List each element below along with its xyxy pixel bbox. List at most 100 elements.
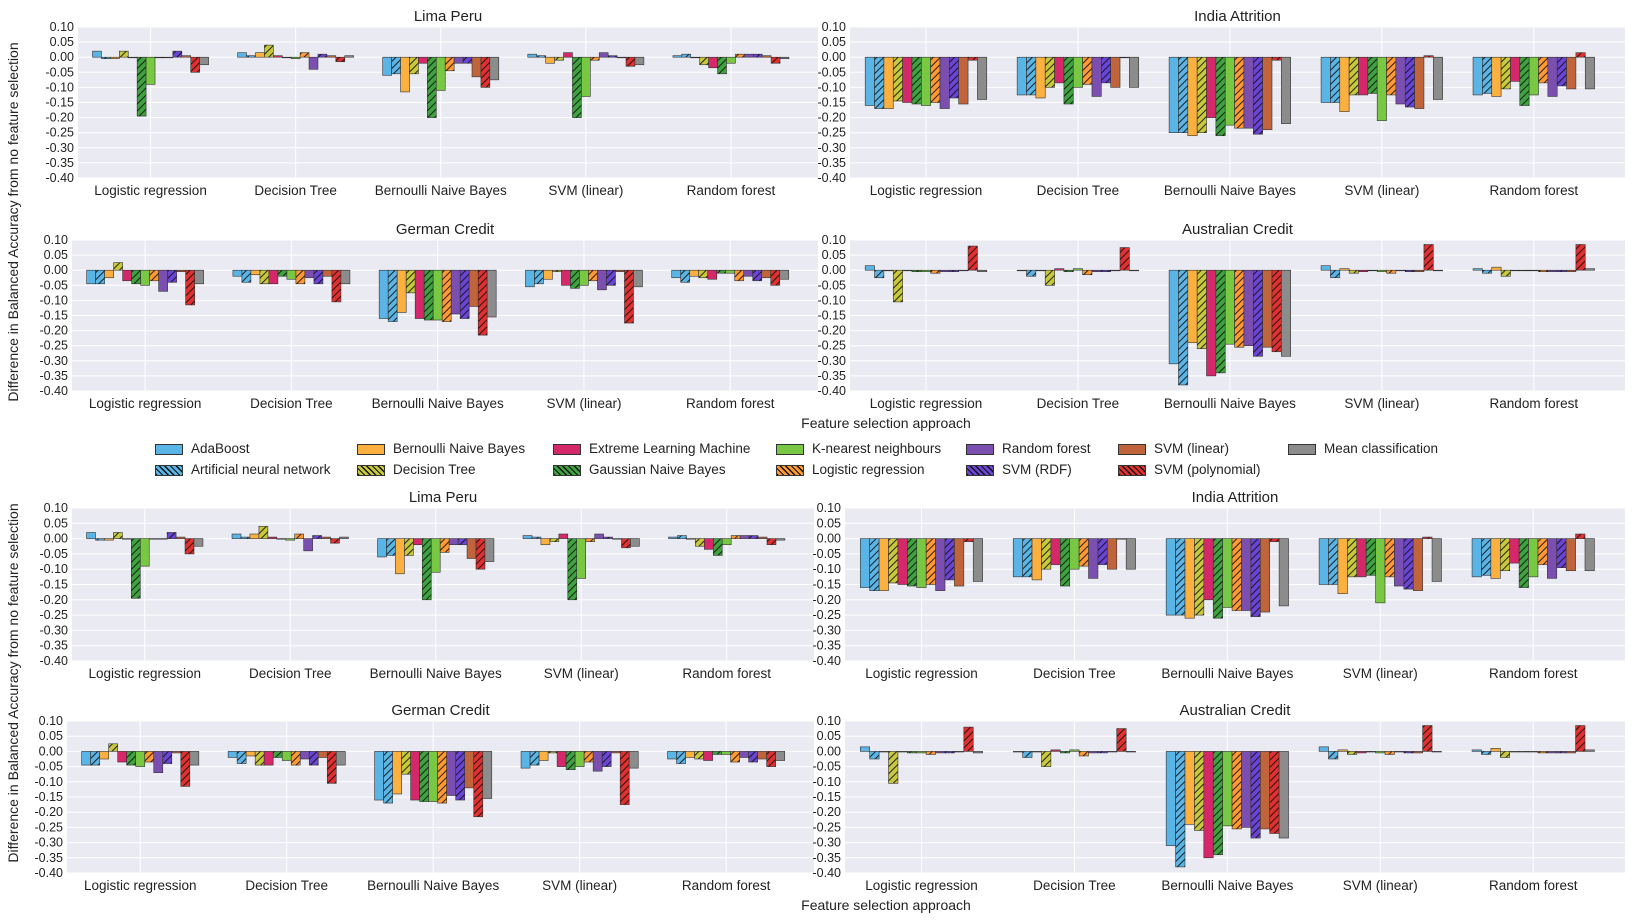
bar-hatch	[730, 751, 740, 763]
x-tick-label: Logistic regression	[870, 396, 983, 411]
y-tick-label: -0.30	[40, 623, 69, 637]
bar-hatch	[588, 270, 598, 281]
x-axis-label-bottom: Feature selection approach	[801, 897, 971, 913]
bar-hatch	[1481, 538, 1491, 576]
bar	[1584, 56, 1595, 90]
bar-hatch	[602, 751, 612, 767]
bar-hatch	[276, 538, 286, 540]
bar-hatch	[1116, 538, 1127, 540]
legend-item: K-nearest neighbours	[776, 442, 941, 456]
bar-hatch	[1079, 751, 1089, 756]
bar	[321, 536, 331, 539]
bar-hatch	[391, 57, 401, 74]
bar-hatch	[1175, 538, 1185, 616]
y-tick-label: -0.10	[35, 775, 64, 789]
bar-hatch	[548, 751, 558, 753]
bar-hatch	[422, 538, 432, 600]
bar	[667, 751, 677, 760]
bar-hatch	[1482, 270, 1492, 274]
legend-swatch	[155, 464, 183, 476]
bar	[1509, 751, 1520, 753]
y-tick-label: -0.25	[813, 608, 842, 622]
bar	[958, 269, 969, 272]
bar	[1206, 269, 1217, 377]
panel-lima-top: 0.100.050.00-0.05-0.10-0.15-0.20-0.25-0.…	[46, 8, 818, 198]
bar-hatch	[771, 57, 781, 64]
x-tick-label: Bernoulli Naive Bayes	[375, 183, 507, 198]
legend-item: SVM (polynomial)	[1118, 463, 1261, 477]
bar	[972, 538, 983, 582]
bar-hatch	[1253, 270, 1263, 357]
x-tick-label: Decision Tree	[1037, 183, 1120, 198]
panel-india-bottom: 0.100.050.00-0.05-0.10-0.15-0.20-0.25-0.…	[813, 489, 1625, 681]
chart-title: German Credit	[391, 702, 490, 719]
legend-label: Artificial neural network	[191, 462, 331, 477]
chart-title: India Attrition	[1194, 8, 1281, 25]
bar	[612, 538, 622, 540]
bar-hatch	[241, 270, 251, 283]
legend-item: Random forest	[966, 442, 1091, 456]
bar	[139, 538, 150, 567]
y-tick-label: 0.00	[44, 263, 68, 277]
bar-hatch	[1482, 57, 1492, 94]
bar	[1358, 269, 1369, 273]
bar	[1412, 538, 1423, 591]
bar	[263, 751, 274, 766]
legend-label: Mean classification	[1324, 441, 1439, 456]
bar	[1168, 269, 1179, 365]
bar	[286, 269, 297, 280]
bar-hatch	[1538, 57, 1548, 83]
bar	[540, 538, 551, 546]
bar	[744, 53, 754, 58]
x-tick-label: Decision Tree	[1033, 878, 1116, 893]
bar	[335, 751, 346, 766]
bar	[1031, 751, 1042, 753]
y-tick-label: -0.35	[818, 156, 847, 170]
bar	[977, 56, 988, 100]
bar	[1206, 56, 1217, 118]
bar-hatch	[1097, 538, 1108, 565]
bar	[110, 56, 120, 60]
legend-swatch	[553, 443, 581, 455]
bar	[410, 751, 420, 801]
bar	[558, 533, 569, 539]
bar-hatch	[1101, 270, 1111, 272]
bar-hatch	[440, 538, 450, 553]
legend-swatch	[1288, 443, 1316, 455]
bar-hatch	[626, 57, 635, 67]
bar	[1184, 538, 1195, 619]
bar	[1222, 751, 1233, 827]
y-tick-label: -0.10	[818, 80, 847, 94]
bar-hatch	[155, 57, 164, 58]
y-tick-label: -0.40	[813, 866, 842, 880]
x-tick-label: Random forest	[1490, 183, 1579, 198]
y-tick-label: -0.30	[46, 141, 75, 155]
y-tick-label: -0.15	[40, 309, 69, 323]
bar-hatch	[570, 270, 580, 289]
x-tick-label: Logistic regression	[94, 183, 207, 198]
bar	[1281, 269, 1291, 357]
bar	[1491, 56, 1502, 97]
y-tick-label: -0.15	[818, 309, 847, 323]
bar	[450, 269, 461, 315]
bar	[859, 746, 871, 752]
bar	[1069, 749, 1080, 752]
bar	[432, 269, 443, 321]
bar	[1050, 749, 1061, 752]
bar	[1241, 751, 1252, 828]
bar	[81, 751, 91, 766]
bar	[704, 538, 714, 550]
bar	[757, 536, 768, 539]
bar-hatch	[1367, 270, 1378, 271]
bar	[1107, 751, 1118, 753]
bar-hatch	[404, 538, 414, 556]
bar	[1509, 538, 1520, 564]
bar-hatch	[1041, 751, 1051, 767]
bar	[249, 533, 260, 539]
x-tick-label: Decision Tree	[249, 666, 332, 681]
bar-hatch	[473, 751, 483, 817]
bar-hatch	[108, 743, 118, 752]
bar	[563, 52, 573, 58]
x-tick-label: Random forest	[1489, 878, 1578, 893]
bar-hatch	[1215, 270, 1226, 373]
